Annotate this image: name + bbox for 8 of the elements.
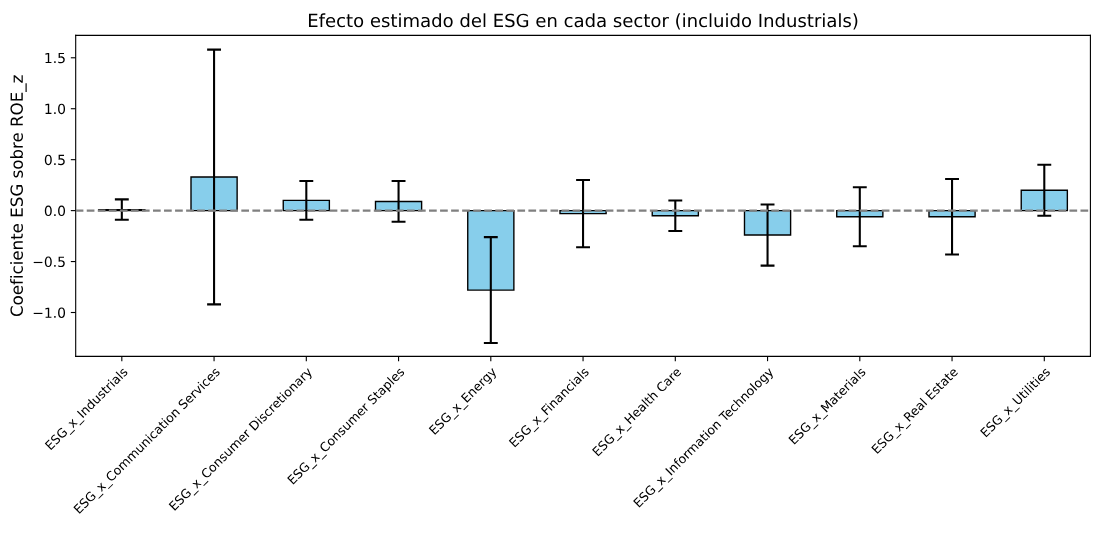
y-tick-label: −0.5 xyxy=(33,256,65,268)
y-tick-label: −1.0 xyxy=(33,307,66,318)
y-tick-label: 0.0 xyxy=(44,205,66,217)
y-tick-label: 1.0 xyxy=(45,103,66,115)
chart-title: Efecto estimado del ESG en cada sector (incluido Industrials) xyxy=(308,13,858,30)
y-tick-label: 0.5 xyxy=(44,154,65,166)
y-tick-label: 1.5 xyxy=(45,52,65,64)
y-axis-title: Coeficiente ESG sobre ROE_z xyxy=(10,75,27,317)
